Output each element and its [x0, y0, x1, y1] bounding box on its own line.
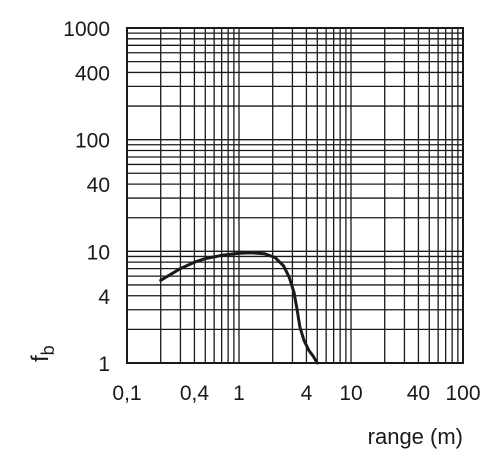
y-tick-label: 100: [75, 130, 110, 153]
y-tick-label: 10: [87, 241, 110, 264]
y-axis-label-main: f: [27, 355, 54, 362]
y-axis-tick-labels: 1 4 10 40 100 400 1000: [63, 18, 110, 376]
x-tick-label: 100: [445, 382, 480, 405]
y-tick-label: 400: [75, 62, 110, 85]
y-tick-label: 1: [98, 353, 110, 376]
x-tick-label: 0,1: [112, 382, 141, 405]
y-tick-label: 40: [87, 174, 110, 197]
x-tick-label: 40: [407, 382, 430, 405]
y-tick-label: 4: [98, 286, 110, 309]
plot-frame: [126, 27, 464, 364]
series-line: [159, 251, 319, 365]
y-axis-label: fb: [27, 345, 58, 362]
x-tick-label: 10: [339, 382, 362, 405]
grid: [126, 27, 464, 364]
y-tick-label: 1000: [63, 18, 110, 41]
x-axis-tick-labels: 0,1 0,4 1 4 10 40 100: [112, 382, 480, 405]
x-axis-label: range (m): [368, 424, 463, 449]
x-tick-label: 4: [301, 382, 313, 405]
x-tick-label: 1: [233, 382, 245, 405]
x-tick-label: 0,4: [180, 382, 210, 405]
y-axis-label-subscript: b: [38, 345, 58, 355]
